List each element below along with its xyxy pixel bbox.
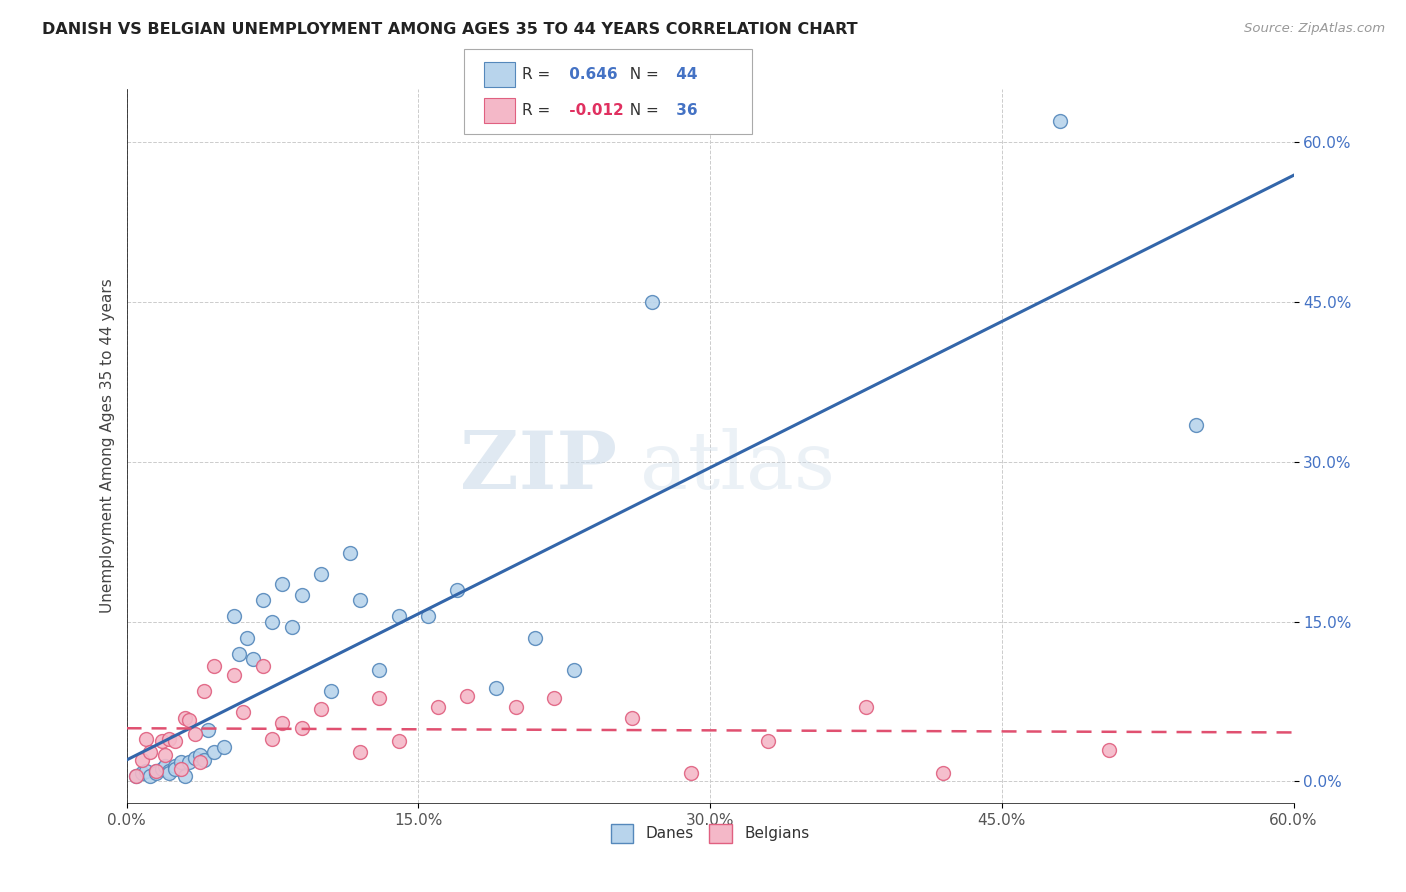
Point — [932, 766, 955, 780]
Point — [641, 295, 664, 310]
Point — [157, 764, 180, 778]
Point — [621, 710, 644, 724]
Point — [756, 734, 779, 748]
Point — [190, 747, 212, 762]
Point — [562, 663, 585, 677]
Point — [125, 769, 148, 783]
Point — [135, 764, 157, 778]
Point — [242, 652, 264, 666]
Point — [131, 766, 153, 780]
Point — [177, 713, 200, 727]
Point — [174, 769, 197, 783]
Point — [485, 681, 508, 695]
Point — [135, 731, 157, 746]
Point — [1098, 742, 1121, 756]
Point — [183, 726, 205, 740]
Point — [157, 731, 180, 746]
Point — [165, 734, 187, 748]
Point — [349, 745, 371, 759]
Point — [368, 663, 391, 677]
Point — [145, 764, 167, 778]
Point — [309, 702, 332, 716]
Point — [190, 756, 212, 770]
Point — [339, 545, 361, 559]
Point — [855, 700, 877, 714]
Text: 44: 44 — [671, 67, 697, 82]
Point — [309, 566, 332, 581]
Point — [505, 700, 527, 714]
Point — [679, 766, 702, 780]
Text: DANISH VS BELGIAN UNEMPLOYMENT AMONG AGES 35 TO 44 YEARS CORRELATION CHART: DANISH VS BELGIAN UNEMPLOYMENT AMONG AGE… — [42, 22, 858, 37]
Text: N =: N = — [620, 67, 659, 82]
Point — [368, 691, 391, 706]
Point — [416, 609, 439, 624]
Text: R =: R = — [522, 67, 550, 82]
Point — [543, 691, 565, 706]
Point — [252, 659, 274, 673]
Point — [290, 721, 312, 735]
Point — [1185, 417, 1208, 432]
Point — [388, 734, 411, 748]
Text: atlas: atlas — [640, 428, 835, 507]
Point — [319, 684, 342, 698]
Text: N =: N = — [620, 103, 659, 118]
Point — [456, 690, 478, 704]
Point — [262, 731, 284, 746]
Point — [349, 593, 371, 607]
Point — [155, 758, 177, 772]
Y-axis label: Unemployment Among Ages 35 to 44 years: Unemployment Among Ages 35 to 44 years — [100, 278, 115, 614]
Point — [262, 615, 284, 629]
Point — [157, 766, 180, 780]
Point — [523, 631, 546, 645]
Point — [174, 710, 197, 724]
Point — [177, 756, 200, 770]
Point — [197, 723, 219, 738]
Text: 36: 36 — [671, 103, 697, 118]
Point — [139, 745, 162, 759]
Point — [139, 769, 162, 783]
Point — [271, 577, 294, 591]
Point — [388, 609, 411, 624]
Point — [165, 758, 187, 772]
Point — [281, 620, 304, 634]
Point — [165, 762, 187, 776]
Point — [170, 756, 193, 770]
Point — [426, 700, 449, 714]
Point — [252, 593, 274, 607]
Point — [131, 753, 153, 767]
Point — [222, 609, 245, 624]
Point — [1049, 114, 1071, 128]
Text: R =: R = — [522, 103, 550, 118]
Text: Source: ZipAtlas.com: Source: ZipAtlas.com — [1244, 22, 1385, 36]
Text: ZIP: ZIP — [460, 428, 617, 507]
Point — [150, 734, 173, 748]
Point — [170, 762, 193, 776]
Point — [228, 647, 250, 661]
Point — [271, 715, 294, 730]
Point — [446, 582, 468, 597]
Point — [183, 751, 205, 765]
Text: -0.012: -0.012 — [564, 103, 623, 118]
Point — [236, 631, 259, 645]
Point — [232, 706, 254, 720]
Legend: Danes, Belgians: Danes, Belgians — [605, 818, 815, 848]
Point — [202, 659, 225, 673]
Point — [145, 766, 167, 780]
Point — [222, 668, 245, 682]
Point — [150, 762, 173, 776]
Point — [145, 764, 167, 778]
Point — [125, 769, 148, 783]
Point — [155, 747, 177, 762]
Point — [193, 684, 215, 698]
Text: 0.646: 0.646 — [564, 67, 617, 82]
Point — [290, 588, 312, 602]
Point — [193, 753, 215, 767]
Point — [212, 740, 235, 755]
Point — [202, 745, 225, 759]
